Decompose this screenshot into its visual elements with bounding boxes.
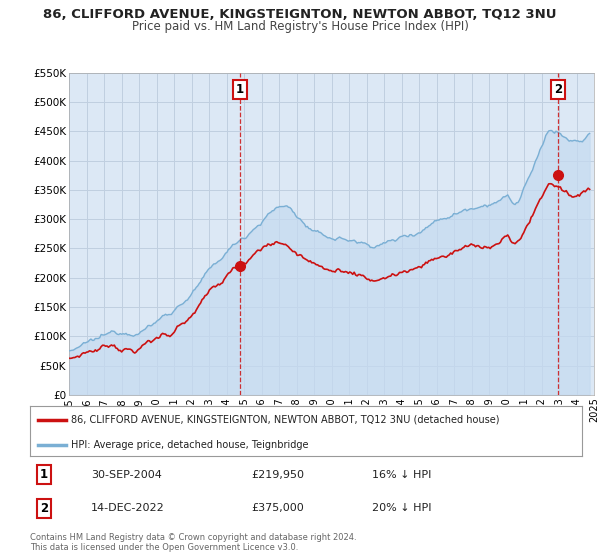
- Text: £219,950: £219,950: [251, 470, 304, 480]
- Text: 86, CLIFFORD AVENUE, KINGSTEIGNTON, NEWTON ABBOT, TQ12 3NU (detached house): 86, CLIFFORD AVENUE, KINGSTEIGNTON, NEWT…: [71, 414, 500, 424]
- Text: 30-SEP-2004: 30-SEP-2004: [91, 470, 161, 480]
- Text: 1: 1: [40, 468, 48, 481]
- Text: HPI: Average price, detached house, Teignbridge: HPI: Average price, detached house, Teig…: [71, 440, 309, 450]
- Text: 14-DEC-2022: 14-DEC-2022: [91, 503, 164, 513]
- Text: 1: 1: [236, 83, 244, 96]
- Text: 20% ↓ HPI: 20% ↓ HPI: [372, 503, 432, 513]
- Text: 16% ↓ HPI: 16% ↓ HPI: [372, 470, 431, 480]
- Text: 2: 2: [40, 502, 48, 515]
- Text: This data is licensed under the Open Government Licence v3.0.: This data is licensed under the Open Gov…: [30, 543, 298, 552]
- Text: 2: 2: [554, 83, 562, 96]
- Text: Price paid vs. HM Land Registry's House Price Index (HPI): Price paid vs. HM Land Registry's House …: [131, 20, 469, 32]
- Text: £375,000: £375,000: [251, 503, 304, 513]
- Text: 86, CLIFFORD AVENUE, KINGSTEIGNTON, NEWTON ABBOT, TQ12 3NU: 86, CLIFFORD AVENUE, KINGSTEIGNTON, NEWT…: [43, 8, 557, 21]
- Text: Contains HM Land Registry data © Crown copyright and database right 2024.: Contains HM Land Registry data © Crown c…: [30, 533, 356, 542]
